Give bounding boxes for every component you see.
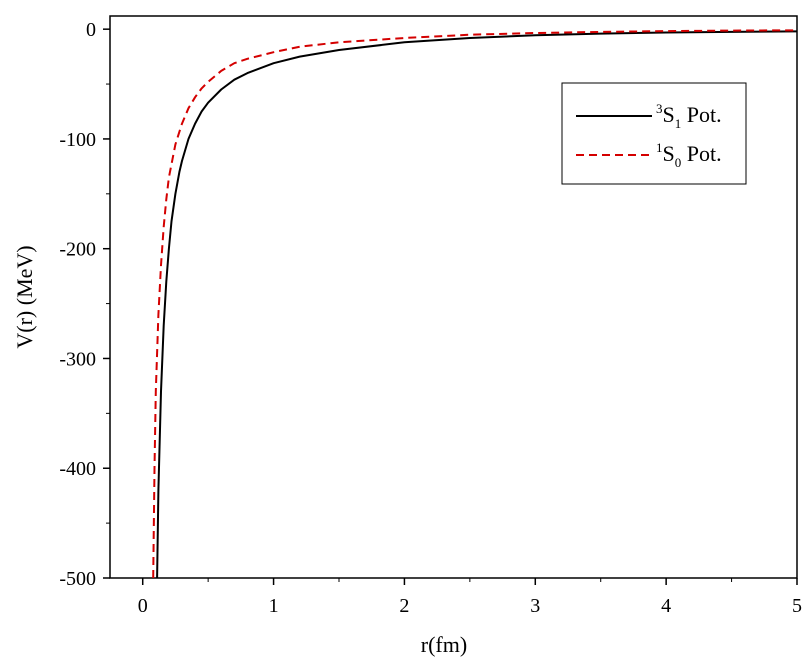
x-tick-label: 0 bbox=[138, 595, 148, 617]
x-tick-label: 1 bbox=[269, 595, 279, 617]
legend-label-3s1: 3S1 Pot. bbox=[656, 101, 722, 131]
y-tick-label: -200 bbox=[59, 239, 96, 261]
x-axis-title: r(fm) bbox=[421, 632, 467, 657]
plot-area-frame bbox=[109, 15, 798, 579]
y-tick-label: -100 bbox=[59, 129, 96, 151]
legend: 3S1 Pot. 1S0 Pot. bbox=[561, 82, 747, 185]
y-tick-label: 0 bbox=[86, 19, 96, 41]
series-line-1s0-pot bbox=[152, 29, 797, 578]
x-tick-label: 2 bbox=[399, 595, 409, 617]
series-line-3s1-pot bbox=[156, 30, 797, 578]
y-tick-label: -300 bbox=[59, 348, 96, 370]
x-tick-label: 3 bbox=[530, 595, 540, 617]
axis-ticks: 0 1 2 3 4 5 0 -100 -200 -300 -400 -500 bbox=[59, 19, 802, 617]
y-tick-label: -500 bbox=[59, 568, 96, 590]
legend-box bbox=[561, 82, 747, 185]
y-axis-title: V(r) (MeV) bbox=[12, 245, 37, 348]
series-layer bbox=[152, 29, 797, 578]
legend-label-1s0: 1S0 Pot. bbox=[656, 140, 722, 170]
x-tick-label: 4 bbox=[661, 595, 671, 617]
x-tick-label: 5 bbox=[792, 595, 802, 617]
y-tick-label: -400 bbox=[59, 458, 96, 480]
